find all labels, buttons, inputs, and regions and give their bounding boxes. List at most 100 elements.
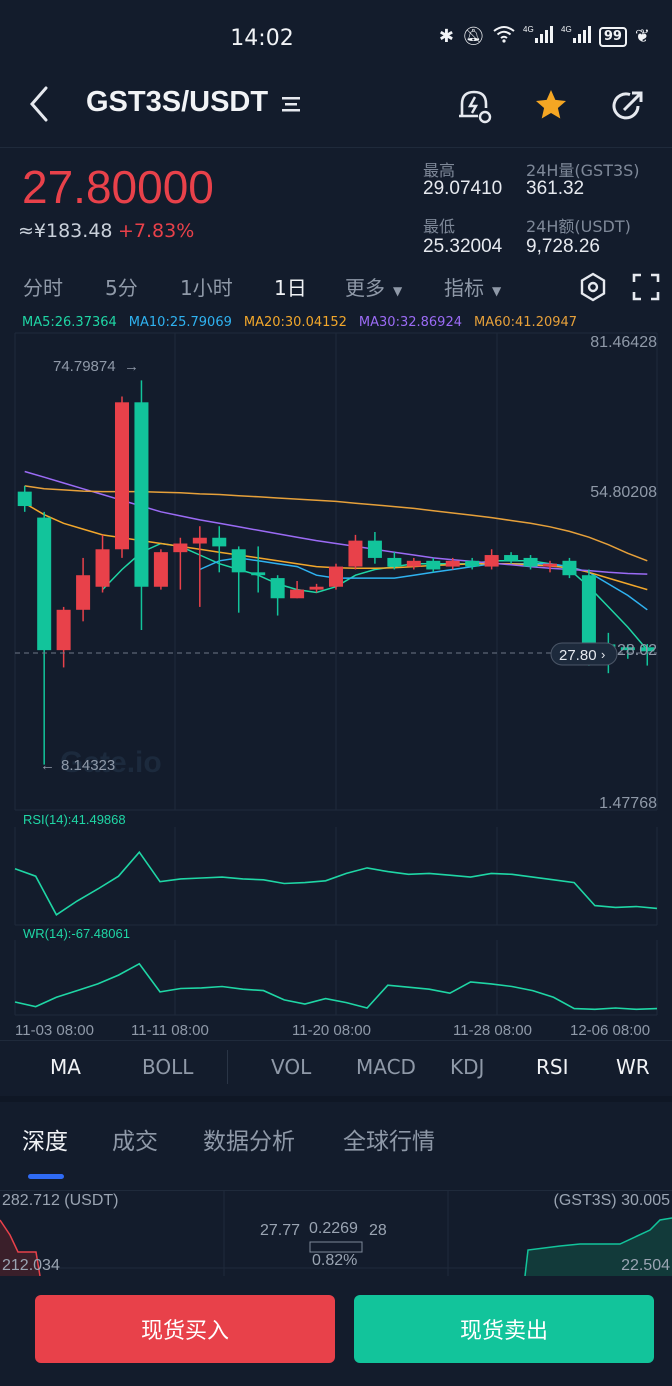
depth-spread: 0.2269 <box>309 1220 358 1237</box>
indicator-macd[interactable]: MACD <box>356 1055 416 1079</box>
menu-lines-icon[interactable] <box>280 94 304 118</box>
chevron-right-icon: › <box>601 647 605 662</box>
leaf-icon: ❦ <box>634 26 650 47</box>
nav-header: GST3S/USDT <box>0 78 672 148</box>
star-icon[interactable] <box>533 87 569 127</box>
candle-body <box>76 575 91 610</box>
section-separator <box>0 1096 672 1102</box>
svg-text:4G: 4G <box>561 25 572 34</box>
candle-body <box>309 586 324 590</box>
candle-body <box>212 537 227 547</box>
watermark-logo: Gate.io <box>60 746 162 779</box>
back-icon[interactable] <box>24 84 54 128</box>
chart-settings-icon[interactable] <box>578 272 608 306</box>
candle-body <box>95 549 110 587</box>
candle-body <box>328 566 344 587</box>
divider <box>0 1040 672 1041</box>
x-axis-label-3: 11-20 08:00 <box>292 1022 371 1039</box>
candle-body <box>542 563 558 567</box>
indicator-rsi[interactable]: RSI <box>536 1055 569 1079</box>
volume-label: 24H量(GST3S) <box>526 161 640 180</box>
spread-bracket <box>309 1241 363 1253</box>
wr-line <box>14 962 658 1011</box>
candle-body <box>290 589 305 599</box>
bid-depth-line <box>0 1219 41 1276</box>
x-axis-label-1: 11-03 08:00 <box>15 1022 94 1039</box>
tab-timeshare[interactable]: 分时 <box>23 276 63 300</box>
high-value: 29.07410 <box>423 178 503 199</box>
last-price: 27.80000 <box>22 161 214 213</box>
tab-more-label: 更多 <box>345 276 385 300</box>
low-value: 25.32004 <box>423 236 503 257</box>
indicator-kdj[interactable]: KDJ <box>450 1055 485 1079</box>
candle-body <box>270 578 285 599</box>
candle-body <box>445 560 460 567</box>
min-marker-text: 8.14323 <box>61 757 115 774</box>
indicator-boll[interactable]: BOLL <box>142 1055 194 1079</box>
candle-body <box>581 575 596 645</box>
spot-buy-button[interactable]: 现货买入 <box>35 1295 335 1363</box>
y-axis-labels: 81.46428 54.80208 28.02 1.47768 <box>590 334 657 812</box>
tab-data-analysis[interactable]: 数据分析 <box>203 1129 295 1155</box>
y-axis-label-partial: 28.02 <box>617 642 657 659</box>
signal-icon-1: 4G <box>523 24 553 49</box>
wr-label: WR(14):-67.48061 <box>23 926 130 941</box>
active-tab-indicator <box>28 1174 64 1179</box>
ma10-legend: MA10:25.79069 <box>128 315 232 330</box>
x-axis-label-5: 12-06 08:00 <box>570 1022 650 1039</box>
fullscreen-icon[interactable] <box>632 273 660 305</box>
max-marker: 74.79874 → <box>53 358 139 375</box>
candle-body <box>367 540 382 558</box>
depth-chart <box>0 1190 672 1276</box>
spot-sell-button[interactable]: 现货卖出 <box>354 1295 654 1363</box>
rsi-label: RSI(14):41.49868 <box>23 812 126 827</box>
high-label: 最高 <box>423 161 456 180</box>
candle-body <box>251 572 266 576</box>
price-change: +7.83% <box>118 220 195 242</box>
bid-depth-area <box>0 1220 40 1276</box>
min-marker: ← 8.14323 <box>40 757 115 774</box>
indicator-ma[interactable]: MA <box>50 1055 81 1079</box>
candle-body <box>114 402 130 550</box>
depth-mid-bid: 27.77 <box>260 1222 301 1239</box>
amount-value: 9,728.26 <box>526 236 600 257</box>
tab-5min[interactable]: 5分 <box>105 276 138 300</box>
price-cny: ≈¥183.48 <box>18 220 113 242</box>
wifi-icon <box>493 25 515 48</box>
tab-global-market[interactable]: 全球行情 <box>343 1129 435 1155</box>
tab-1day[interactable]: 1日 <box>274 276 307 300</box>
candle-body <box>465 560 480 567</box>
ask-depth-line <box>524 1217 672 1276</box>
ma60-legend: MA60:41.20947 <box>473 315 578 330</box>
pair-title[interactable]: GST3S/USDT <box>86 86 269 118</box>
indicator-wr[interactable]: WR <box>616 1055 650 1079</box>
candle-body <box>56 609 71 651</box>
candles <box>17 380 655 765</box>
price-alert-icon[interactable] <box>456 86 494 130</box>
indicator-vol[interactable]: VOL <box>271 1055 312 1079</box>
tab-trades[interactable]: 成交 <box>112 1129 158 1155</box>
status-time: 14:02 <box>230 26 294 51</box>
candle-body <box>348 540 363 567</box>
status-icons: ✱ 🔕︎ 4G 4G 99 ❦ <box>439 24 650 49</box>
battery-indicator: 99 <box>598 26 627 47</box>
max-marker-text: 74.79874 <box>53 358 116 375</box>
tab-more[interactable]: 更多 ▼ <box>345 272 402 301</box>
tab-1hour[interactable]: 1小时 <box>180 276 233 300</box>
candle-body <box>231 549 246 573</box>
tab-indicators[interactable]: 指标 ▼ <box>444 272 501 301</box>
x-axis-label-4: 11-28 08:00 <box>453 1022 532 1039</box>
share-icon[interactable] <box>608 86 648 130</box>
last-price-tag: 27.80 › <box>550 642 618 666</box>
svg-text:4G: 4G <box>523 25 534 34</box>
ma5-legend: MA5:26.37364 <box>22 315 117 330</box>
y-axis-label-top: 81.46428 <box>590 334 657 351</box>
candle-body <box>173 543 188 553</box>
divider <box>227 1050 228 1084</box>
candle-body <box>153 552 168 587</box>
tab-depth[interactable]: 深度 <box>22 1129 68 1155</box>
kline-chart[interactable]: Gate.io 81.46428 54.80208 28.02 1.47768 … <box>0 330 672 1040</box>
candle-body <box>192 537 207 544</box>
tab-indicators-label: 指标 <box>444 276 484 300</box>
candle-body <box>406 560 421 567</box>
